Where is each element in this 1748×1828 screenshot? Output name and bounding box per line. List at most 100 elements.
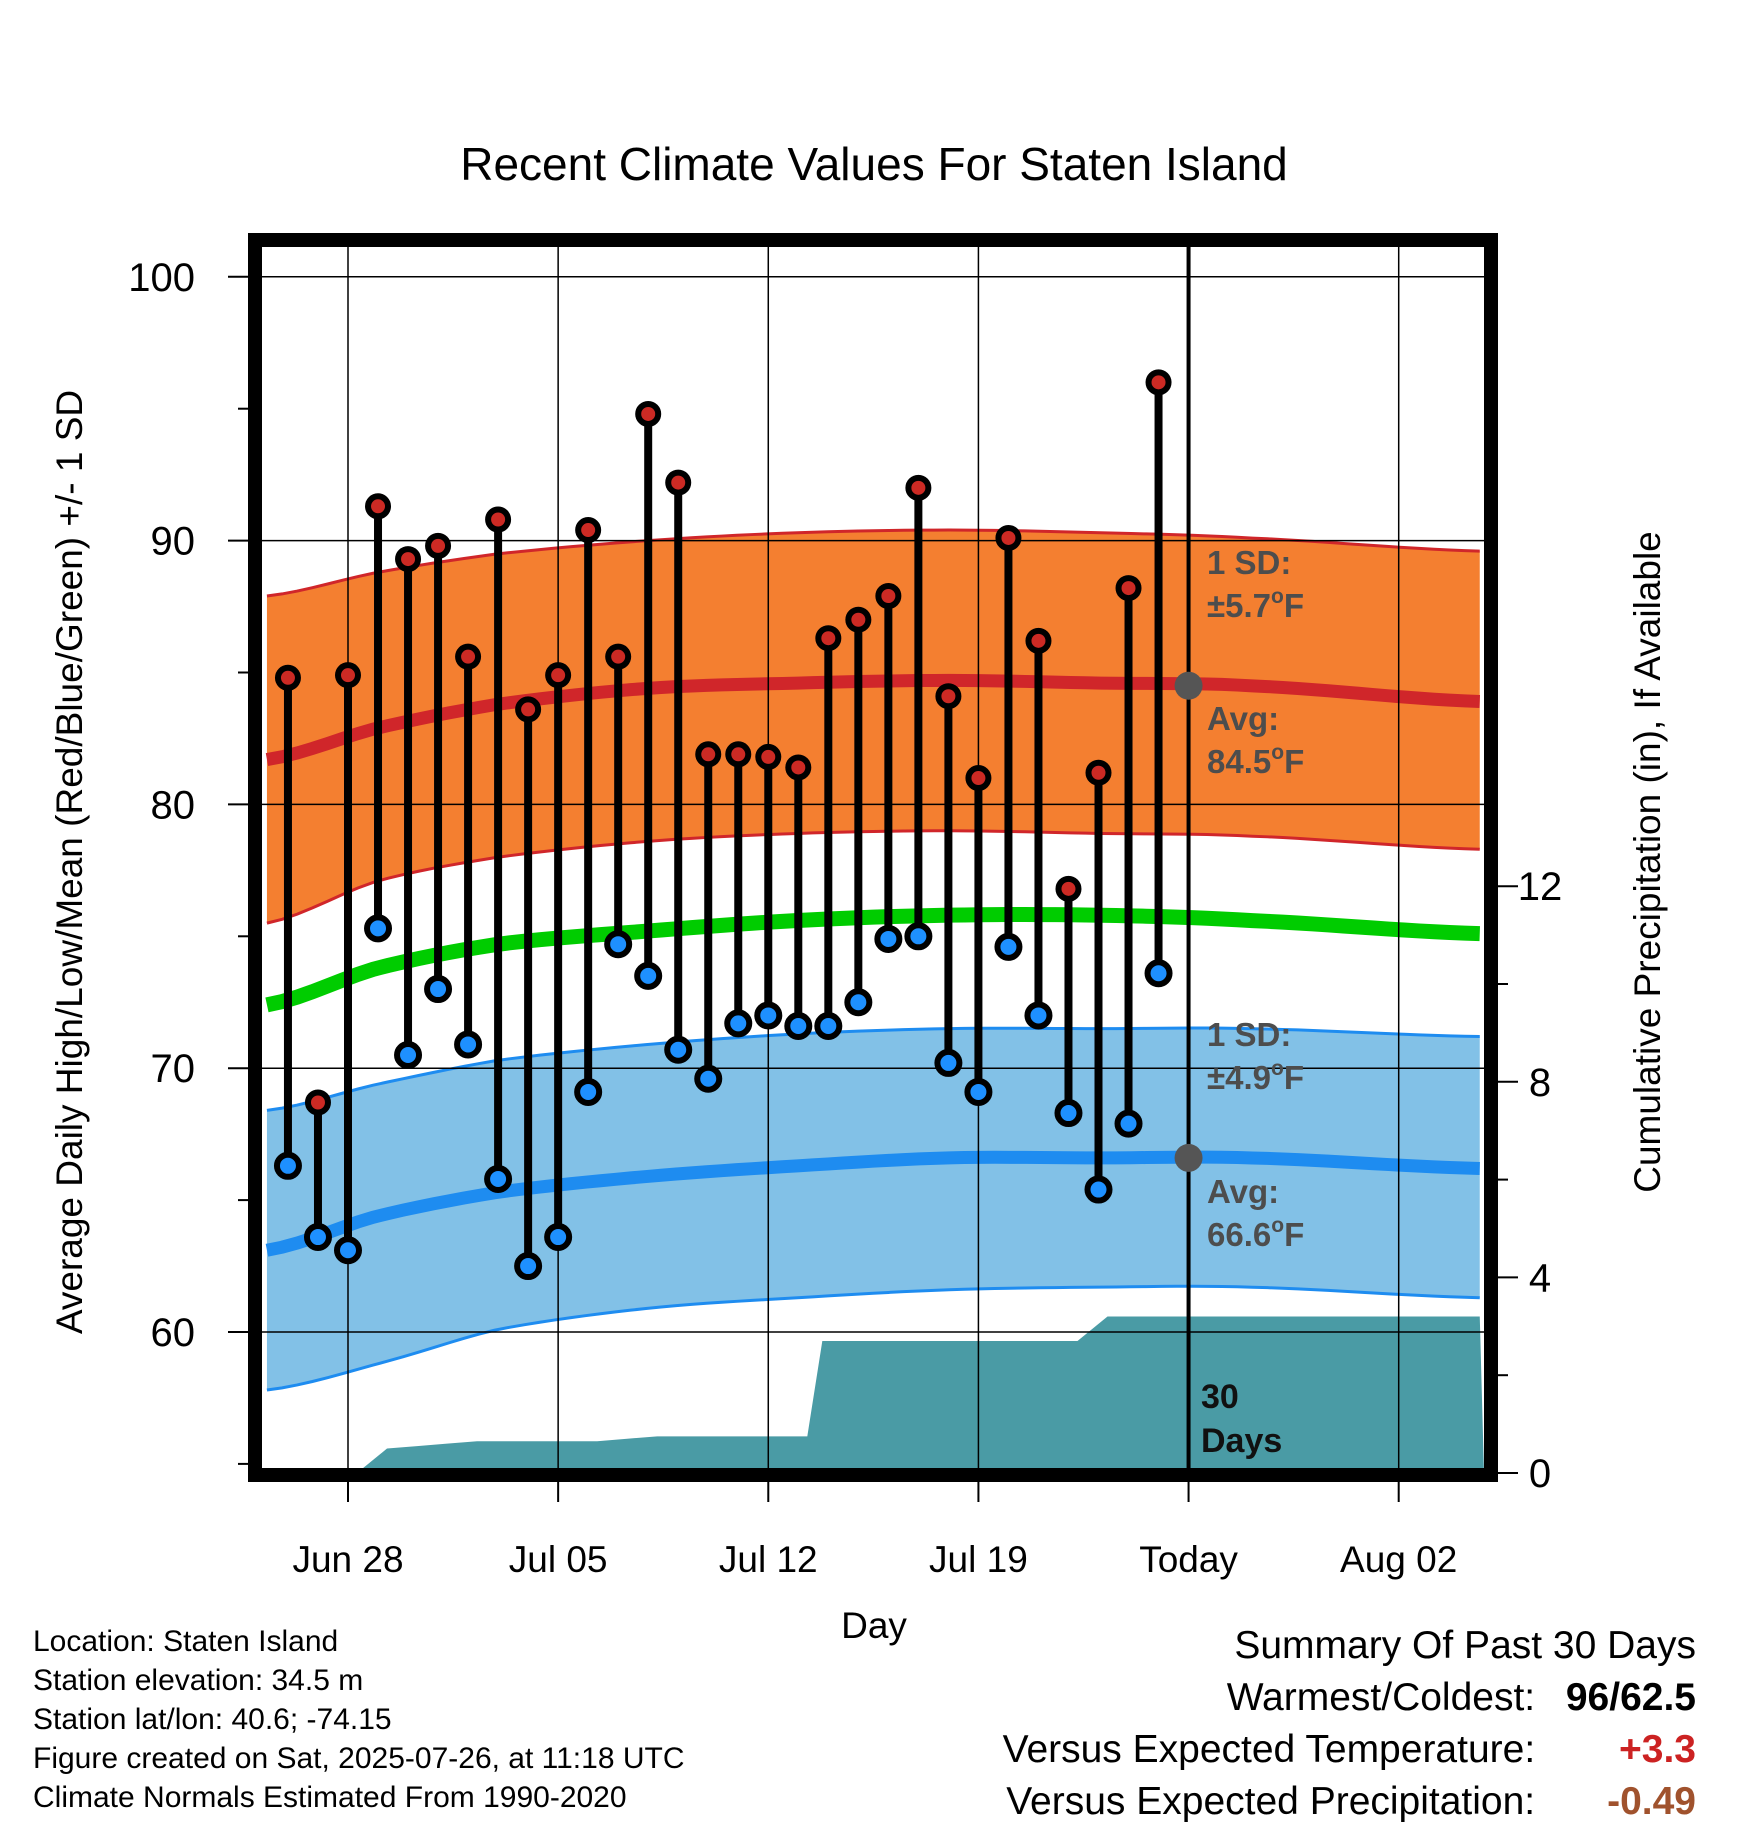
- warm-cold-value: 96/62.5: [1546, 1672, 1696, 1724]
- high-sd-value: ±5.7oF: [1207, 585, 1304, 624]
- x-tick-label: Today: [1139, 1539, 1238, 1580]
- summary-precip: Versus Expected Precipitation: -0.49: [1003, 1776, 1696, 1828]
- high-point: [665, 469, 692, 496]
- low-point: [724, 1009, 753, 1038]
- y-tick-label: 60: [151, 1311, 196, 1355]
- y2-axis-label: Cumulative Precipitation (in), If Availa…: [1627, 531, 1668, 1193]
- y-tick-label: 100: [128, 256, 195, 300]
- high-point: [725, 741, 752, 768]
- low-point: [634, 961, 663, 990]
- high-point: [815, 625, 842, 652]
- footer-latlon: Station lat/lon: 40.6; -74.15: [33, 1703, 392, 1736]
- low-point: [994, 932, 1023, 961]
- plot-area: 1 SD: ±5.7oF Avg: 84.5oF 1 SD: ±4.9oF Avg: 66.6…: [128, 233, 1563, 1580]
- low-point: [544, 1223, 573, 1252]
- high-point: [995, 524, 1022, 551]
- high-sd-label: 1 SD:: [1207, 544, 1291, 581]
- high-point: [395, 546, 422, 573]
- high-point: [635, 400, 662, 427]
- y2-tick-label: 4: [1529, 1256, 1551, 1300]
- today-low-avg-marker: [1174, 1143, 1203, 1172]
- plot-frame: [248, 233, 1498, 1482]
- chart-title: Recent Climate Values For Staten Island: [460, 138, 1288, 190]
- x-axis-label: Day: [841, 1605, 907, 1646]
- low-avg-value: 66.6oF: [1207, 1214, 1304, 1253]
- high-point: [304, 1089, 331, 1116]
- high-point: [785, 754, 812, 781]
- y2-tick-label: 12: [1518, 865, 1563, 909]
- x-tick-label: Aug 02: [1340, 1539, 1457, 1580]
- low-point: [303, 1223, 332, 1252]
- low-point: [754, 1001, 783, 1030]
- low-point: [874, 924, 903, 953]
- high-point: [1055, 875, 1082, 902]
- low-point: [454, 1030, 483, 1059]
- low-point: [934, 1048, 963, 1077]
- today-high-avg-marker: [1174, 671, 1203, 700]
- low-point: [784, 1011, 813, 1040]
- high-point: [455, 643, 482, 670]
- y-tick-label: 90: [151, 520, 196, 564]
- low-point: [1054, 1099, 1083, 1128]
- y-tick-label: 80: [151, 783, 196, 827]
- coldest-value: 62.5: [1620, 1676, 1696, 1719]
- summary-panel: Summary Of Past 30 Days Warmest/Coldest:…: [1003, 1620, 1696, 1828]
- x-tick-label: Jun 28: [292, 1539, 403, 1580]
- low-point: [574, 1077, 603, 1106]
- low-point: [844, 988, 873, 1017]
- high-point: [425, 532, 452, 559]
- low-point: [394, 1041, 423, 1070]
- high-point: [1085, 759, 1112, 786]
- high-sd-band: [266, 530, 1480, 924]
- low-point: [964, 1077, 993, 1106]
- low-avg-label: Avg:: [1207, 1173, 1279, 1210]
- high-point: [905, 474, 932, 501]
- low-point: [424, 975, 453, 1004]
- y-axis-label: Average Daily High/Low/Mean (Red/Blue/Gr…: [49, 390, 90, 1334]
- low-sd-value: ±4.9oF: [1207, 1057, 1304, 1096]
- high-point: [515, 696, 542, 723]
- high-point: [485, 506, 512, 533]
- high-point: [605, 643, 632, 670]
- low-sd-band: [266, 1028, 1480, 1391]
- y2-tick-label: 0: [1529, 1452, 1551, 1496]
- precip-value: -0.49: [1607, 1780, 1696, 1823]
- high-point: [1145, 369, 1172, 396]
- temp-label: Versus Expected Temperature:: [1002, 1728, 1536, 1771]
- station-info: Location: Staten Island Station elevatio…: [33, 1622, 685, 1817]
- high-point: [545, 662, 572, 689]
- temp-value: +3.3: [1619, 1728, 1696, 1771]
- low-point: [514, 1252, 543, 1281]
- low-point: [273, 1151, 302, 1180]
- high-point: [695, 741, 722, 768]
- low-sd-lower-line: [266, 1284, 1480, 1392]
- low-point: [1144, 959, 1173, 988]
- footer-created: Figure created on Sat, 2025-07-26, at 11…: [33, 1742, 685, 1775]
- days-label-text: Days: [1201, 1422, 1282, 1460]
- high-point: [965, 765, 992, 792]
- low-sd-label: 1 SD:: [1207, 1016, 1291, 1053]
- slash: /: [1609, 1676, 1621, 1719]
- x-tick-label: Jul 12: [719, 1539, 818, 1580]
- warm-cold-label: Warmest/Coldest:: [1226, 1676, 1536, 1719]
- summary-temp: Versus Expected Temperature: +3.3: [1003, 1724, 1696, 1776]
- low-sd-upper-line: [266, 1026, 1480, 1112]
- low-point: [604, 930, 633, 959]
- low-point: [364, 914, 393, 943]
- low-point: [1084, 1175, 1113, 1204]
- footer-location: Location: Staten Island: [33, 1625, 339, 1658]
- days-label-number: 30: [1201, 1378, 1239, 1416]
- high-point: [365, 493, 392, 520]
- precipitation-area: [363, 1316, 1484, 1468]
- y2-tick-label: 8: [1529, 1061, 1551, 1105]
- high-point: [274, 664, 301, 691]
- high-point: [1115, 575, 1142, 602]
- low-point: [1114, 1109, 1143, 1138]
- high-point: [875, 582, 902, 609]
- low-point: [904, 922, 933, 951]
- high-avg-value: 84.5oF: [1207, 741, 1304, 780]
- low-point: [1024, 1001, 1053, 1030]
- high-point: [1025, 627, 1052, 654]
- low-avg-line: [265, 1150, 1480, 1257]
